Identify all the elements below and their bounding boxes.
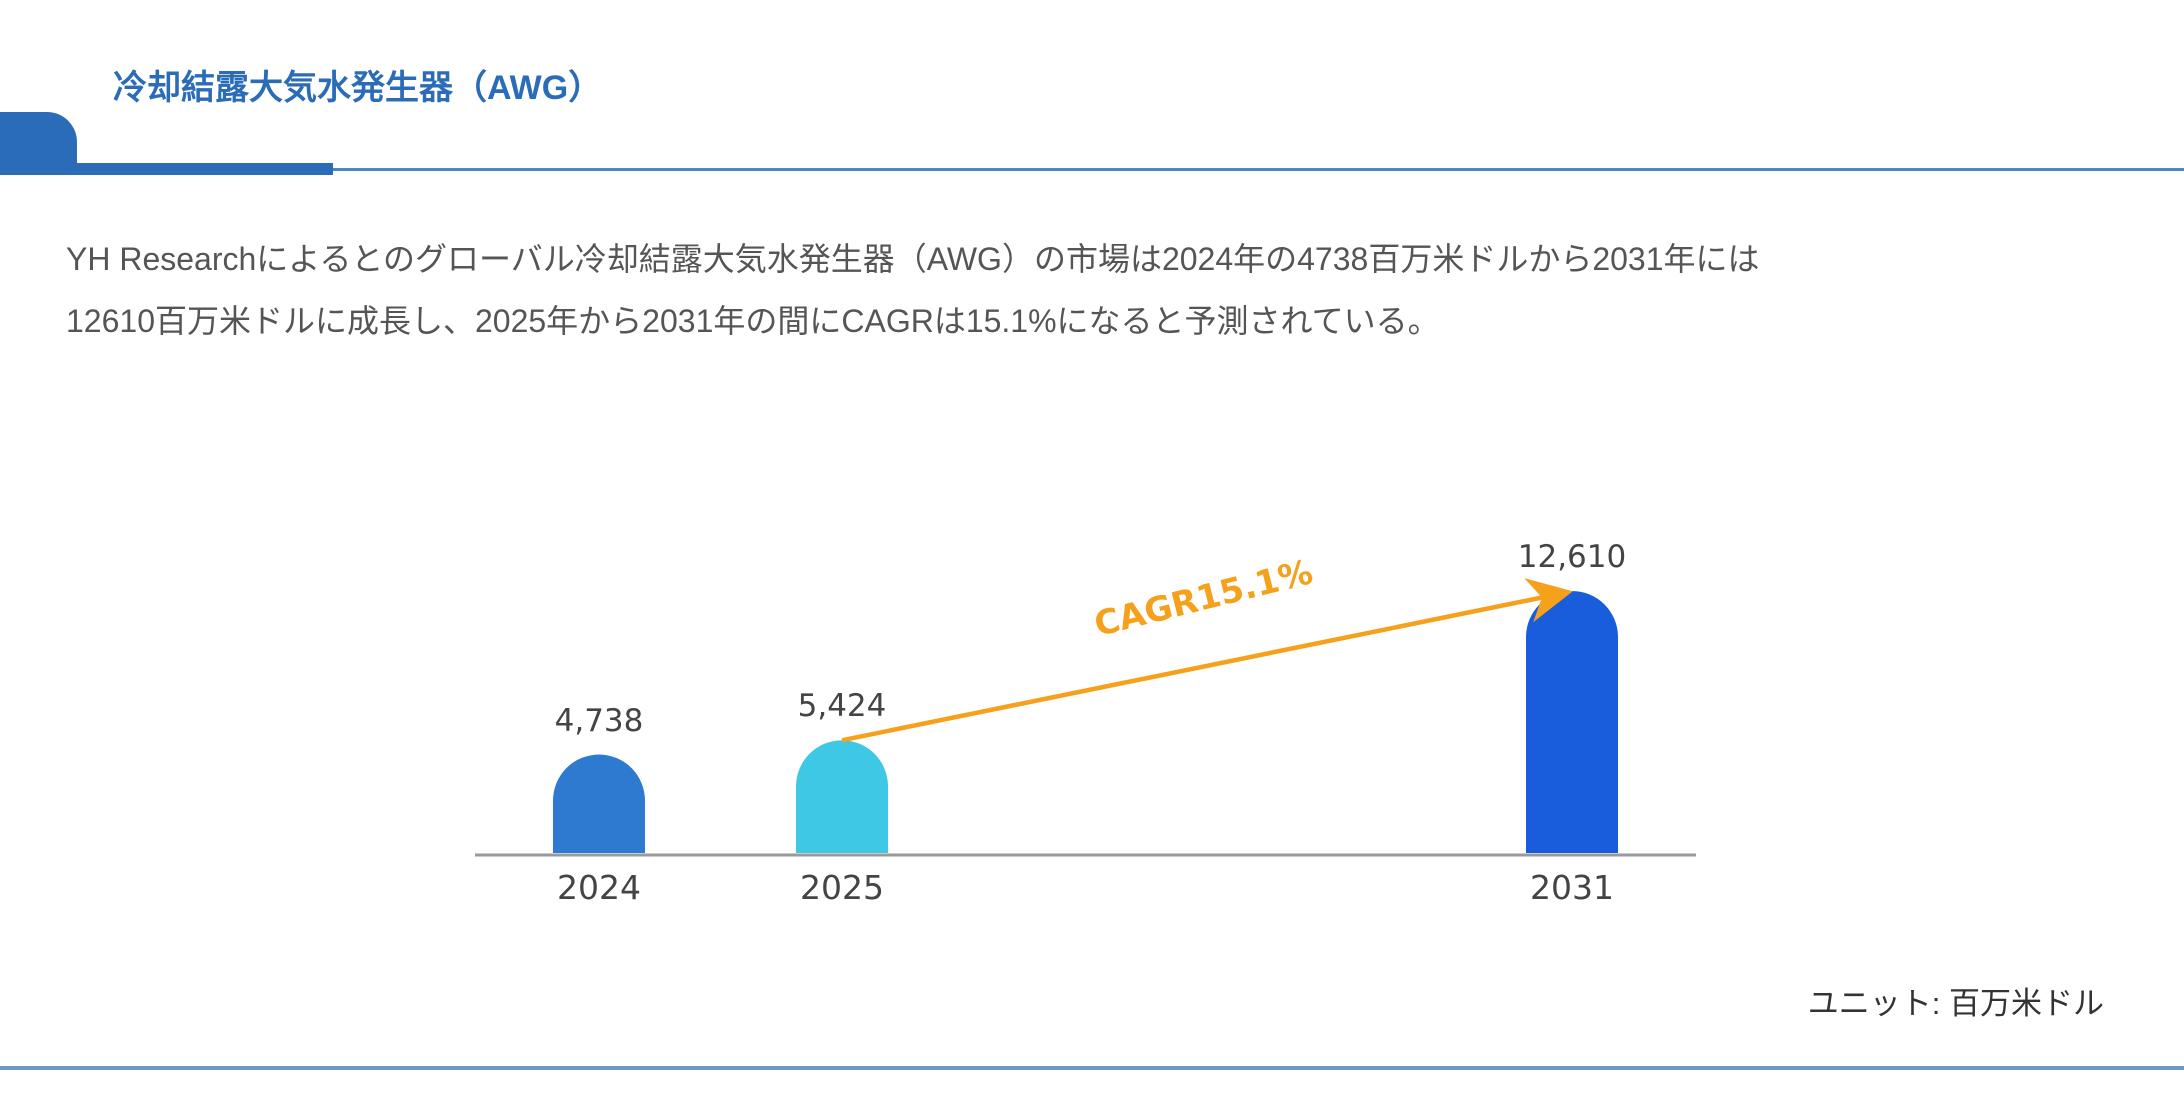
cagr-arrow xyxy=(841,578,1573,743)
x-axis-tick-label: 2025 xyxy=(800,868,884,907)
page-title: 冷却結露大気水発生器（AWG） xyxy=(113,69,603,107)
market-summary: YH Researchによるとのグローバル冷却結露大気水発生器（AWG）の市場は… xyxy=(66,228,2066,352)
x-axis-tick-label: 2024 xyxy=(557,868,641,907)
summary-line-2: 12610百万米ドルに成長し、2025年から2031年の間にCAGRは15.1%… xyxy=(66,303,1440,339)
summary-line-1: YH Researchによるとのグローバル冷却結露大気水発生器（AWG）の市場は… xyxy=(66,241,1760,277)
bar-2031 xyxy=(1526,591,1618,853)
bars-group xyxy=(553,591,1618,853)
bar-value-label: 5,424 xyxy=(797,688,887,725)
unit-label: ユニット: 百万米ドル xyxy=(1807,986,2104,1021)
header-accent-bar xyxy=(0,163,333,175)
header-tab-decoration xyxy=(0,112,77,170)
header-divider xyxy=(333,168,2184,171)
x-axis-tick-label: 2031 xyxy=(1530,868,1614,907)
bar-2024 xyxy=(553,754,645,853)
bar-2025 xyxy=(796,740,888,853)
bar-value-label: 4,738 xyxy=(554,702,644,739)
bar-value-label: 12,610 xyxy=(1517,539,1627,575)
footer-divider xyxy=(0,1066,2184,1070)
